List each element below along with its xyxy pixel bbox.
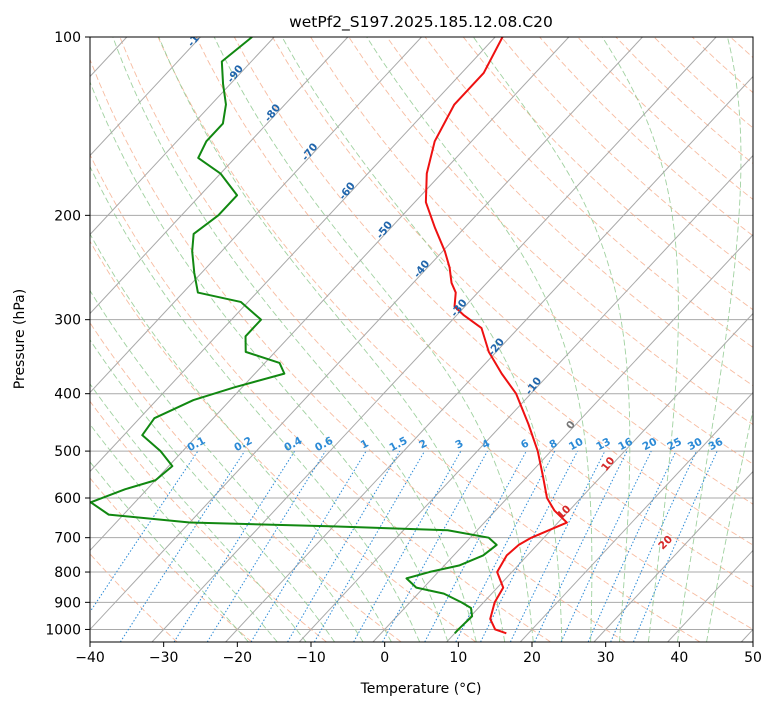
- mixing-ratio-line: [382, 450, 488, 642]
- dry-adiabat: [424, 37, 753, 348]
- moist-adiabat: [90, 165, 421, 642]
- y-tick-label: 800: [54, 565, 81, 581]
- isotherm-line: [90, 37, 349, 315]
- dry-adiabat: [195, 37, 753, 588]
- dry-adiabat: [90, 240, 477, 642]
- moist-adiabat: [706, 408, 753, 642]
- y-tick-label: 100: [54, 30, 81, 46]
- dry-adiabat: [90, 477, 253, 642]
- mixing-ratio-line: [353, 450, 462, 642]
- isotherm-line: [90, 37, 496, 473]
- x-tick-label: −30: [149, 650, 179, 666]
- x-tick-label: −20: [223, 650, 253, 666]
- mixing-ratio-line: [480, 450, 579, 642]
- plot-frame: [89, 36, 754, 643]
- y-tick-label: 1000: [45, 622, 81, 638]
- isotherm-line: [90, 37, 422, 394]
- isotherm-line: [151, 37, 717, 642]
- moist-adiabat: [90, 339, 335, 642]
- background-lines: [90, 37, 753, 642]
- x-tick-label: 50: [744, 650, 762, 666]
- moist-adiabat: [90, 461, 249, 642]
- x-tick-label: 30: [597, 650, 615, 666]
- dry-adiabat: [90, 58, 626, 642]
- axis-layer: −40 −30 −20 −10 0 10 20 30 40 50 100 200 300 400 500 60…: [45, 30, 762, 666]
- series-layer: [90, 37, 568, 635]
- moist-adiabat: [676, 37, 742, 642]
- mixing-ratio-line: [206, 450, 326, 642]
- mixing-ratio-line: [534, 450, 628, 642]
- moist-adiabat: [112, 37, 477, 642]
- mixing-ratio-line: [560, 450, 652, 642]
- mixing-ratio-line: [119, 450, 246, 642]
- isotherm-line: [90, 37, 201, 157]
- dewpoint-profile-line: [90, 37, 498, 634]
- x-tick-label: −10: [296, 650, 326, 666]
- isotherm-line: [90, 37, 570, 552]
- isotherm-line: [225, 75, 753, 642]
- y-tick-label: 200: [54, 208, 81, 224]
- x-tick-label: 0: [380, 650, 389, 666]
- mixing-ratio-line: [250, 450, 367, 642]
- y-axis-label: Pressure (hPa): [12, 289, 28, 389]
- y-tick-label: 400: [54, 387, 81, 403]
- isotherm-line: [372, 233, 753, 642]
- isotherm-line: [90, 37, 643, 631]
- x-tick-label: 20: [523, 650, 541, 666]
- y-tick-label: 300: [54, 313, 81, 329]
- dry-adiabat: [90, 153, 551, 642]
- dry-adiabat: [310, 37, 753, 465]
- y-tick-label: 900: [54, 595, 81, 611]
- y-tick-label: 600: [54, 491, 81, 507]
- x-tick-label: 10: [449, 650, 467, 666]
- moist-adiabat: [472, 37, 631, 642]
- isotherm-line: [90, 37, 275, 236]
- dry-adiabat: [90, 400, 327, 642]
- chart-title: wetPf2_S197.2025.185.12.08.C20: [289, 13, 553, 32]
- y-tick-label: 500: [54, 444, 81, 460]
- dry-adiabat: [119, 37, 701, 642]
- mixing-ratio-line: [610, 450, 697, 642]
- dry-adiabat: [348, 37, 753, 426]
- isotherm-line: [446, 312, 753, 642]
- moist-adiabat: [366, 37, 593, 642]
- mixing-ratio-line: [587, 450, 677, 642]
- mixing-ratio-line: [632, 450, 718, 642]
- moist-adiabat: [90, 423, 278, 642]
- moist-adiabat: [90, 383, 307, 642]
- moist-adiabat: [90, 233, 392, 642]
- dry-adiabat: [157, 37, 753, 630]
- isotherm-line: [593, 470, 753, 642]
- x-tick-label: 40: [670, 650, 688, 666]
- mixing-ratio-line: [455, 450, 556, 642]
- x-tick-label: −40: [75, 650, 105, 666]
- isotherm-line: [519, 391, 753, 642]
- isotherm-line: [298, 154, 753, 642]
- x-axis-label: Temperature (°C): [360, 681, 482, 697]
- mixing-ratio-line: [173, 450, 296, 642]
- dry-adiabat: [462, 37, 753, 311]
- moist-adiabat: [601, 37, 679, 642]
- y-tick-label: 700: [54, 531, 81, 547]
- temperature-profile-line: [424, 37, 568, 635]
